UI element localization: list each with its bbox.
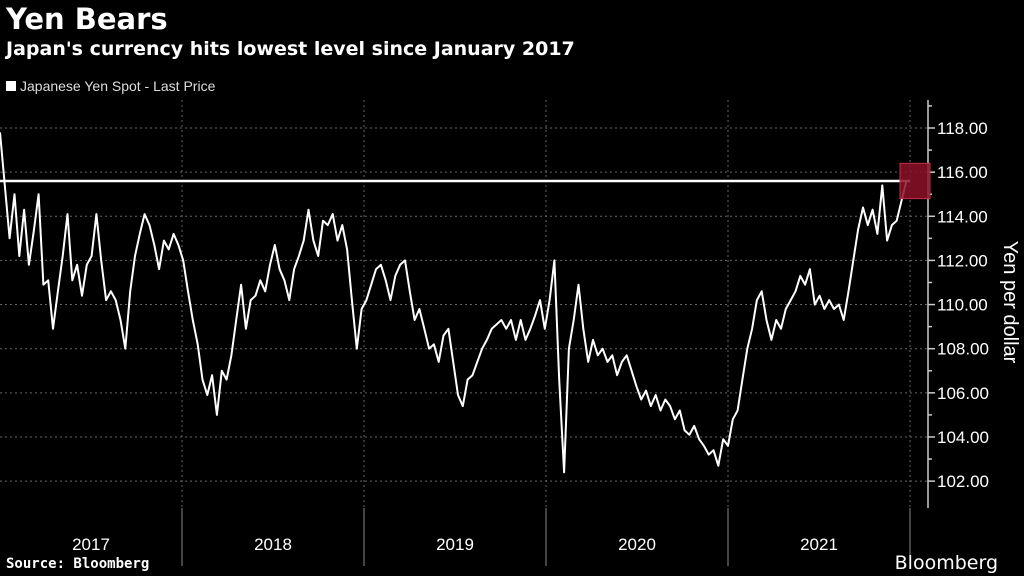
y-tick-label: 116.00	[937, 163, 988, 182]
chart-subtitle: Japan's currency hits lowest level since…	[6, 38, 575, 60]
y-axis-title: Yen per dollar	[999, 241, 1021, 364]
x-tick-label: 2018	[254, 535, 292, 554]
legend-swatch	[6, 81, 16, 91]
y-tick-label: 114.00	[937, 207, 988, 226]
x-tick-label: 2020	[618, 535, 656, 554]
y-tick-label: 104.00	[937, 428, 989, 447]
y-tick-label: 106.00	[937, 384, 989, 403]
series-line	[0, 132, 908, 474]
bloomberg-logo: Bloomberg	[894, 552, 998, 574]
highlight-box	[899, 162, 931, 200]
legend: Japanese Yen Spot - Last Price	[6, 78, 215, 94]
chart-title: Yen Bears	[6, 2, 168, 36]
x-tick-label: 2019	[436, 535, 474, 554]
source-note: Source: Bloomberg	[6, 556, 150, 572]
x-tick-label: 2021	[800, 535, 838, 554]
x-tick-label: 2017	[72, 535, 110, 554]
y-tick-label: 102.00	[937, 472, 989, 491]
legend-label: Japanese Yen Spot - Last Price	[20, 78, 216, 94]
y-tick-label: 112.00	[937, 251, 988, 270]
y-tick-label: 118.00	[937, 119, 988, 138]
y-tick-label: 108.00	[937, 340, 989, 359]
y-tick-label: 110.00	[937, 296, 988, 315]
